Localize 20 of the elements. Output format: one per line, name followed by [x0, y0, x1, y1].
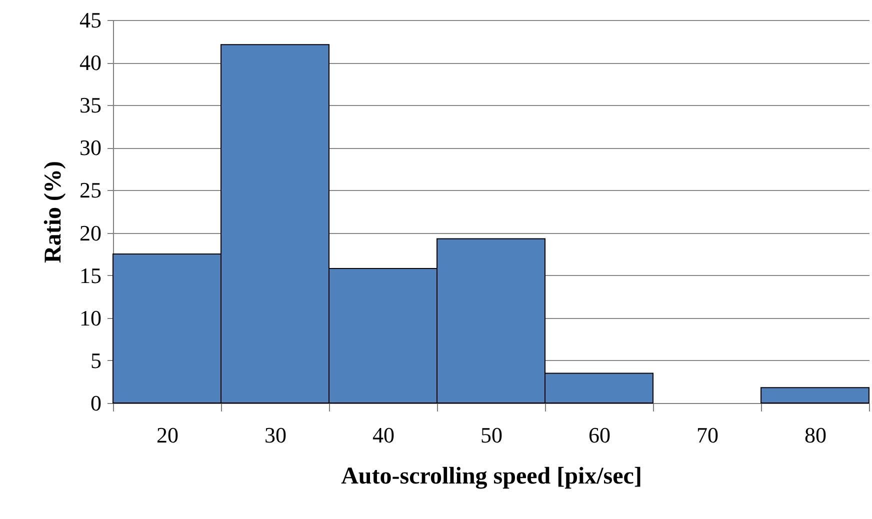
y-tick-label: 25 [80, 178, 102, 203]
y-tick-label: 15 [80, 262, 102, 288]
x-tick-label: 60 [588, 422, 610, 448]
y-tick-label: 20 [80, 220, 102, 246]
y-axis-title: Ratio (%) [40, 161, 66, 263]
y-tick-label: 10 [80, 305, 102, 330]
y-tick-label: 0 [90, 390, 102, 416]
x-tick-label: 70 [696, 422, 718, 448]
y-tick-label: 45 [80, 8, 102, 32]
y-tick-label: 40 [80, 50, 102, 76]
x-tick-label: 50 [480, 422, 502, 448]
bar [760, 387, 870, 404]
x-tick-label: 80 [804, 422, 826, 448]
y-tick-label: 30 [80, 135, 102, 160]
x-tick-label: 30 [264, 422, 286, 448]
x-tick-label: 40 [372, 422, 394, 448]
y-tick-label: 5 [90, 348, 102, 373]
x-axis-title: Auto-scrolling speed [pix/sec] [341, 464, 642, 490]
y-tick-label: 35 [80, 92, 102, 118]
x-tick-label: 20 [156, 422, 178, 448]
